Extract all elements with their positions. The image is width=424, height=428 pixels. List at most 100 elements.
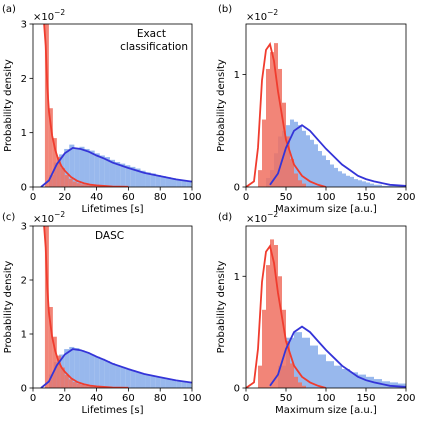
red-histogram-bar <box>56 157 61 187</box>
y-tick-label: 3 <box>21 222 27 233</box>
y-scale-multiplier: ×10−2 <box>246 210 278 225</box>
x-tick-label: 50 <box>280 192 293 203</box>
blue-histogram-bar <box>104 157 110 187</box>
x-tick-label: 80 <box>154 192 167 203</box>
blue-histogram-bar <box>386 185 390 187</box>
blue-histogram-bar <box>294 121 298 187</box>
blue-histogram-bar <box>176 381 182 388</box>
blue-histogram-bar <box>394 185 398 187</box>
x-tick-label: 200 <box>396 192 415 203</box>
red-histogram-bar <box>262 309 266 388</box>
red-histogram-bar <box>270 239 274 388</box>
panel-letter: (d) <box>218 212 232 223</box>
y-tick-label: 2 <box>21 276 27 287</box>
annotation-text: DASC <box>95 230 124 242</box>
blue-histogram-bar <box>350 176 354 187</box>
blue-histogram-bar <box>398 185 402 187</box>
blue-histogram-bar <box>310 139 314 187</box>
panel-b: 0 50 100 150 200 0 1 Maximum size [a.u.] Probabi… <box>216 4 416 215</box>
blue-histogram-bar <box>145 172 151 187</box>
x-tick-label: 150 <box>356 192 375 203</box>
blue-histogram-bar <box>64 349 70 388</box>
plot-area <box>246 42 406 187</box>
x-axis-label: Maximum size [a.u.] <box>275 204 377 215</box>
panel-a: 0 20 40 60 80 100 0 1 2 3 Lifetimes [s] Probability… <box>2 4 202 215</box>
plot-area <box>246 239 406 388</box>
blue-histogram-bar <box>374 184 378 187</box>
blue-histogram-bar <box>115 162 121 187</box>
y-tick-label: 1 <box>21 330 27 341</box>
blue-histogram-bar <box>366 182 370 187</box>
red-histogram-bar <box>48 307 53 388</box>
red-histogram-bar <box>266 265 270 388</box>
blue-histogram-bar <box>330 164 334 187</box>
red-histogram-bar <box>68 379 73 388</box>
annotation-text: Exact <box>137 28 166 40</box>
blue-fit-curve <box>269 124 406 187</box>
blue-histogram-bar <box>390 185 394 187</box>
blue-histogram-bar <box>64 148 70 187</box>
plot-area <box>40 226 192 388</box>
blue-histogram-bar <box>79 350 85 388</box>
blue-fit-curve <box>40 146 192 187</box>
y-tick-label: 0 <box>234 183 240 194</box>
red-histogram-bar <box>80 384 85 388</box>
x-tick-label: 100 <box>316 393 335 404</box>
y-axis-label: Probability density <box>216 59 227 152</box>
blue-histogram-bar <box>318 354 326 388</box>
red-histogram-bar <box>302 385 306 388</box>
red-histogram-bar <box>52 336 57 388</box>
red-histogram-bar <box>88 185 93 187</box>
x-tick-label: 0 <box>30 192 36 203</box>
blue-histogram-bar <box>342 173 346 187</box>
blue-histogram-bar <box>155 377 161 388</box>
red-histogram-bar <box>44 226 49 388</box>
blue-histogram-bar <box>135 168 141 187</box>
blue-histogram-bar <box>322 155 326 187</box>
red-histogram-bar <box>294 376 298 388</box>
axes-frame <box>32 23 193 188</box>
red-histogram-bar <box>48 108 53 187</box>
y-scale-multiplier: ×10−2 <box>246 8 278 23</box>
blue-histogram-bar <box>89 150 95 187</box>
blue-histogram-bar <box>326 160 330 187</box>
red-histogram-bar <box>290 158 294 187</box>
blue-histogram-bar <box>171 178 177 187</box>
red-histogram-bar <box>64 375 69 388</box>
blue-histogram-bar <box>302 337 310 388</box>
x-tick-label: 0 <box>243 393 249 404</box>
red-histogram-bar <box>76 383 81 388</box>
x-tick-label: 40 <box>90 192 103 203</box>
blue-histogram-bar <box>378 184 382 187</box>
x-tick-label: 20 <box>58 393 71 404</box>
x-tick-label: 100 <box>182 393 201 404</box>
y-axis-label: Probability density <box>3 59 14 152</box>
blue-histogram-bar <box>298 125 302 187</box>
blue-histogram-bar <box>342 369 350 388</box>
y-tick-label: 2 <box>21 74 27 85</box>
x-tick-label: 60 <box>122 393 135 404</box>
blue-histogram-bar <box>186 382 192 388</box>
blue-histogram-bar <box>314 144 318 187</box>
blue-histogram-bar <box>125 368 131 388</box>
blue-histogram-bar <box>181 382 187 388</box>
red-histogram-bar <box>76 183 81 187</box>
red-histogram-bar <box>68 178 73 187</box>
red-histogram-bar <box>282 309 286 388</box>
blue-histogram-bar <box>310 345 318 388</box>
blue-histogram-bar <box>306 135 310 187</box>
red-histogram-bar <box>84 184 89 187</box>
y-axis-label: Probability density <box>3 261 14 354</box>
blue-histogram-bar <box>326 361 334 388</box>
blue-histogram-bar <box>366 376 374 388</box>
blue-histogram-bar <box>84 352 90 388</box>
blue-histogram-bar <box>109 363 116 388</box>
x-axis-label: Maximum size [a.u.] <box>275 405 377 416</box>
red-histogram-bar <box>56 355 61 388</box>
blue-histogram-bar <box>350 372 358 388</box>
blue-histogram-bar <box>294 332 302 388</box>
x-tick-label: 200 <box>396 393 415 404</box>
y-tick-label: 0 <box>21 384 27 395</box>
red-fit-curve <box>246 243 327 388</box>
